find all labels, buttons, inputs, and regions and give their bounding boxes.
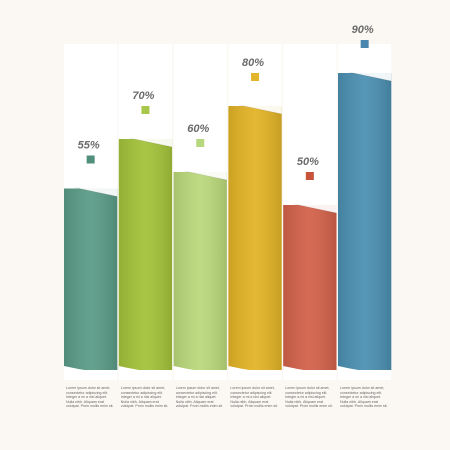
value-marker: [196, 139, 205, 147]
bar-shading: [228, 106, 282, 370]
bar-shading: [64, 188, 118, 370]
data-label: 55%: [78, 140, 100, 152]
bar-shading: [338, 73, 392, 370]
bar-curl: [228, 104, 282, 114]
column-caption: Lorem ipsum dolor sit amet, consectetur …: [230, 386, 278, 409]
bar-curl: [338, 71, 392, 81]
column-caption: Lorem ipsum dolor sit amet, consectetur …: [66, 386, 114, 409]
bar-shading: [283, 205, 337, 370]
bar-curl-shadow: [74, 187, 118, 197]
bar-curl: [173, 170, 227, 180]
bar-curl-shadow: [129, 137, 173, 148]
bar-base-curl: [228, 366, 282, 374]
bar-base-curl: [118, 366, 173, 374]
value-marker: [251, 73, 260, 81]
column-caption: Lorem ipsum dolor sit amet, consectetur …: [285, 386, 333, 409]
column-caption: Lorem ipsum dolor sit amet, consectetur …: [120, 386, 169, 409]
column-caption: Lorem ipsum dolor sit amet, consectetur …: [175, 386, 224, 409]
data-label: 70%: [132, 90, 154, 102]
bar-curl-shadow: [184, 170, 228, 181]
bar-curl-shadow: [238, 104, 282, 115]
bar-curl: [64, 186, 118, 197]
data-label: 90%: [352, 24, 374, 36]
bar-base-curl: [283, 366, 337, 374]
bar-shading: [173, 172, 227, 370]
bar-layer: [64, 71, 392, 374]
column-caption: Lorem ipsum dolor sit amet, consectetur …: [340, 386, 388, 409]
bar-curl: [283, 203, 337, 213]
value-marker: [360, 40, 369, 48]
bar-base-curl: [64, 366, 118, 374]
value-marker: [305, 172, 314, 180]
bar-curl-shadow: [348, 71, 392, 82]
data-label: 80%: [242, 57, 264, 69]
bar-curl-shadow: [293, 203, 337, 214]
label-layer: 55% 70% 60% 80% 50% 90%: [78, 24, 374, 180]
value-marker: [86, 155, 95, 164]
value-marker: [141, 106, 150, 114]
data-label: 50%: [297, 156, 319, 168]
data-label: 60%: [187, 123, 209, 135]
bar-base-curl: [173, 366, 227, 374]
bar-base-curl: [338, 366, 392, 374]
bar-shading: [118, 139, 173, 370]
bar-curl: [118, 137, 173, 147]
